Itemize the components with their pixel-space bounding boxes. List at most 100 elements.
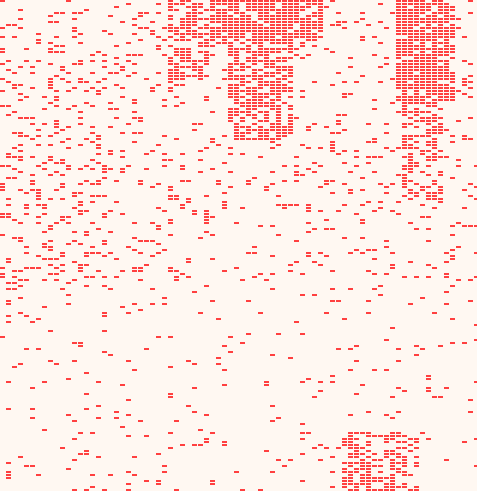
heatmap-cell xyxy=(288,270,293,272)
heatmap-cell xyxy=(408,162,413,164)
heatmap-cell xyxy=(192,18,197,20)
heatmap-cell xyxy=(384,339,389,341)
heatmap-cell xyxy=(102,285,107,287)
heatmap-cell xyxy=(402,3,407,5)
heatmap-cell xyxy=(30,138,35,140)
heatmap-cell xyxy=(66,222,71,224)
heatmap-cell xyxy=(270,108,275,110)
heatmap-cell xyxy=(6,81,11,83)
heatmap-cell xyxy=(414,183,419,185)
heatmap-cell xyxy=(240,138,245,140)
heatmap-cell xyxy=(186,54,191,56)
heatmap-cell xyxy=(276,39,281,41)
heatmap-cell xyxy=(150,186,155,188)
heatmap-cell xyxy=(174,63,179,65)
heatmap-cell xyxy=(96,51,101,53)
heatmap-cell xyxy=(102,171,107,173)
heatmap-cell xyxy=(270,273,275,275)
heatmap-cell xyxy=(282,129,287,131)
heatmap-cell xyxy=(258,39,263,41)
heatmap-cell xyxy=(390,150,395,152)
heatmap-cell xyxy=(396,360,401,362)
heatmap-cell xyxy=(258,33,263,35)
heatmap-cell xyxy=(108,474,113,476)
heatmap-cell xyxy=(336,24,341,26)
heatmap-cell xyxy=(444,303,449,305)
heatmap-cell xyxy=(390,327,395,329)
heatmap-cell xyxy=(30,72,35,74)
heatmap-cell xyxy=(6,300,11,302)
heatmap-cell xyxy=(426,240,431,242)
heatmap-cell xyxy=(150,150,155,152)
heatmap-cell xyxy=(60,159,65,161)
heatmap-cell xyxy=(390,468,395,470)
heatmap-cell xyxy=(276,333,281,335)
heatmap-cell xyxy=(402,102,407,104)
heatmap-cell xyxy=(150,222,155,224)
heatmap-cell xyxy=(420,75,425,77)
heatmap-cell xyxy=(78,345,83,347)
heatmap-cell xyxy=(288,12,293,14)
heatmap-cell xyxy=(240,489,245,491)
heatmap-cell xyxy=(198,159,203,161)
heatmap-cell xyxy=(60,141,65,143)
heatmap-cell xyxy=(0,183,5,185)
heatmap-cell xyxy=(318,36,323,38)
heatmap-cell xyxy=(282,3,287,5)
heatmap-cell xyxy=(204,42,209,44)
heatmap-cell xyxy=(258,138,263,140)
heatmap-cell xyxy=(138,420,143,422)
heatmap-cell xyxy=(402,138,407,140)
heatmap-cell xyxy=(312,33,317,35)
heatmap-cell xyxy=(306,30,311,32)
heatmap-cell xyxy=(168,186,173,188)
heatmap-cell xyxy=(204,96,209,98)
heatmap-cell xyxy=(366,483,371,485)
heatmap-cell xyxy=(276,93,281,95)
heatmap-cell xyxy=(114,45,119,47)
heatmap-cell xyxy=(348,288,353,290)
heatmap-cell xyxy=(408,78,413,80)
heatmap-cell xyxy=(342,27,347,29)
heatmap-cell xyxy=(48,273,53,275)
heatmap-cell xyxy=(396,0,401,2)
heatmap-cell xyxy=(444,3,449,5)
heatmap-cell xyxy=(204,33,209,35)
heatmap-cell xyxy=(366,471,371,473)
heatmap-cell xyxy=(198,123,203,125)
heatmap-cell xyxy=(174,270,179,272)
heatmap-cell xyxy=(324,6,329,8)
heatmap-cell xyxy=(384,63,389,65)
heatmap-cell xyxy=(192,387,197,389)
heatmap-cell xyxy=(426,216,431,218)
heatmap-cell xyxy=(210,234,215,236)
heatmap-cell xyxy=(276,84,281,86)
heatmap-cell xyxy=(240,21,245,23)
heatmap-cell xyxy=(402,276,407,278)
heatmap-cell xyxy=(210,18,215,20)
heatmap-cell xyxy=(438,12,443,14)
heatmap-cell xyxy=(114,84,119,86)
heatmap-cell xyxy=(198,75,203,77)
heatmap-cell xyxy=(252,39,257,41)
heatmap-cell xyxy=(444,87,449,89)
heatmap-cell xyxy=(312,294,317,296)
heatmap-cell xyxy=(228,72,233,74)
heatmap-cell xyxy=(240,84,245,86)
heatmap-cell xyxy=(408,75,413,77)
heatmap-cell xyxy=(192,33,197,35)
heatmap-cell xyxy=(402,24,407,26)
heatmap-cell xyxy=(168,27,173,29)
heatmap-cell xyxy=(48,63,53,65)
heatmap-cell xyxy=(390,453,395,455)
heatmap-cell xyxy=(264,21,269,23)
heatmap-cell xyxy=(360,468,365,470)
heatmap-cell xyxy=(78,168,83,170)
heatmap-cell xyxy=(12,111,17,113)
heatmap-cell xyxy=(18,189,23,191)
heatmap-cell xyxy=(450,285,455,287)
heatmap-cell xyxy=(366,411,371,413)
heatmap-cell xyxy=(96,138,101,140)
heatmap-cell xyxy=(468,411,473,413)
heatmap-cell xyxy=(132,141,137,143)
